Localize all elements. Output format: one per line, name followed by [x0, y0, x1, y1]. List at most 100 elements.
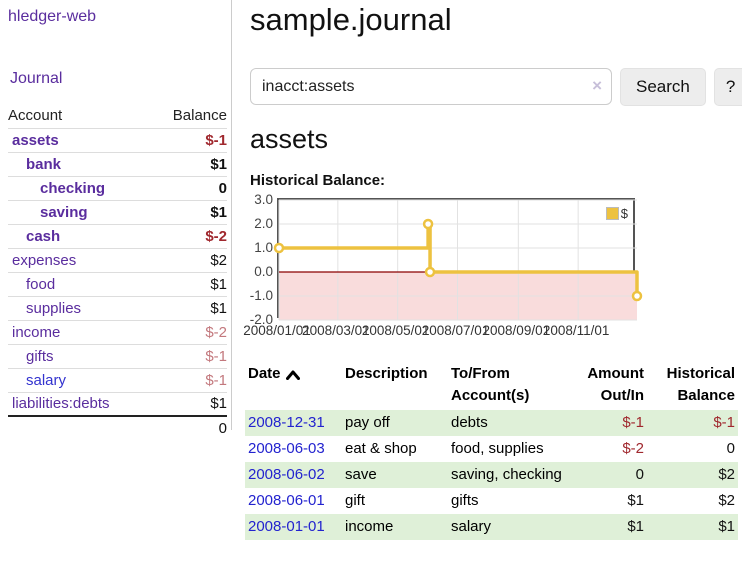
transactions-header-description: Description	[345, 365, 428, 382]
main-content: sample.journal × Search ? assets Histori…	[233, 0, 742, 582]
transaction-amount: $-2	[622, 440, 644, 457]
sort-ascending-icon	[285, 370, 300, 380]
sidebar-item-journal[interactable]: Journal	[10, 70, 63, 87]
transaction-row: 2008-12-31 pay off debts $-1 $-1	[245, 410, 738, 436]
account-balance: $2	[210, 251, 227, 269]
transaction-date[interactable]: 2008-06-02	[248, 466, 325, 483]
account-heading: assets	[250, 124, 329, 154]
transaction-balance: $-1	[713, 414, 735, 431]
chart-title: Historical Balance:	[250, 172, 386, 189]
transaction-amount: $1	[627, 518, 644, 535]
account-balance: $-1	[205, 371, 227, 389]
x-tick-label: 2008/09/01	[482, 323, 551, 338]
transaction-accounts: salary	[451, 518, 492, 535]
transaction-accounts: food, supplies	[451, 440, 544, 457]
transaction-description: save	[345, 466, 377, 483]
y-tick-label: 3.0	[254, 192, 273, 207]
transaction-balance: $2	[718, 466, 735, 483]
account-link[interactable]: liabilities:debts	[12, 395, 110, 413]
help-button[interactable]: ?	[713, 68, 742, 106]
account-row: saving $1	[8, 200, 227, 224]
clear-search-icon[interactable]: ×	[592, 76, 602, 95]
account-link[interactable]: assets	[12, 131, 59, 149]
transaction-accounts: debts	[451, 414, 488, 431]
transaction-amount: $1	[627, 492, 644, 509]
account-row: gifts $-1	[8, 344, 227, 368]
account-link[interactable]: expenses	[12, 251, 77, 269]
account-row: expenses $2	[8, 248, 227, 272]
transaction-date[interactable]: 2008-01-01	[248, 518, 325, 535]
account-link[interactable]: bank	[26, 155, 62, 173]
account-row: food $1	[8, 272, 227, 296]
transactions-header-amount: Amount Out/In	[587, 365, 644, 404]
chart-plot-area: $	[273, 198, 643, 321]
account-link[interactable]: salary	[26, 371, 67, 389]
y-tick-label: 2.0	[254, 216, 273, 231]
account-link[interactable]: checking	[40, 179, 106, 197]
chart-x-axis-labels: 2008/01/01 2008/03/01 2008/05/01 2008/07/01…	[243, 323, 635, 341]
x-tick-label: 2008/01/01	[243, 323, 311, 338]
search-button[interactable]: Search	[620, 68, 706, 106]
transaction-date[interactable]: 2008-06-03	[248, 440, 325, 457]
x-tick-label: 2008/07/01	[421, 323, 490, 338]
transaction-balance: $1	[718, 518, 735, 535]
transaction-row: 2008-06-02 save saving, checking 0 $2	[245, 462, 738, 488]
app-title: hledger-web	[8, 8, 226, 26]
accounts-header-balance: Balance	[172, 107, 227, 125]
app-title-link[interactable]: hledger-web	[8, 8, 97, 25]
transaction-date[interactable]: 2008-12-31	[248, 414, 325, 431]
account-link[interactable]: supplies	[26, 299, 82, 317]
legend-label: $	[620, 206, 628, 221]
account-link[interactable]: gifts	[26, 347, 54, 365]
y-tick-label: -1.0	[249, 288, 273, 303]
account-balance: $-2	[205, 323, 227, 341]
transaction-description: income	[345, 518, 394, 535]
account-balance: $1	[210, 275, 227, 293]
balance-chart-svg	[273, 199, 643, 321]
transaction-date-cell: 2008-12-31	[245, 410, 342, 436]
transaction-date-cell: 2008-06-02	[245, 462, 342, 488]
account-balance: $-2	[205, 227, 227, 245]
date-header-label: Date	[248, 365, 281, 382]
transactions-header-date[interactable]: Date	[245, 360, 342, 410]
sidebar: hledger-web Journal Account Balance asse…	[0, 0, 232, 437]
transaction-balance: 0	[726, 440, 735, 457]
account-balance: 0	[218, 179, 227, 197]
account-balance: $-1	[205, 131, 227, 149]
x-tick-label: 2008/11/01	[542, 323, 610, 338]
chart-y-axis-labels: 3.0 2.0 1.0 0.0 -1.0 -2.0	[245, 192, 273, 327]
chart-legend: $	[604, 206, 629, 221]
accounts-header-row: Account Balance	[8, 104, 227, 128]
transaction-row: 2008-06-03 eat & shop food, supplies $-2 0	[245, 436, 738, 462]
accounts-table: Account Balance assets $-1 bank $1 checking 0…	[8, 104, 227, 440]
account-link[interactable]: income	[12, 323, 61, 341]
transactions-header-row: Date Description To/From Account(s) Amou…	[245, 360, 738, 410]
transaction-balance: $2	[718, 492, 735, 509]
y-tick-label: 0.0	[254, 264, 273, 279]
transaction-date[interactable]: 2008-06-01	[248, 492, 325, 509]
page-title: sample.journal	[250, 2, 452, 37]
transactions-table: Date Description To/From Account(s) Amou…	[245, 360, 738, 540]
transactions-header-balance: Historical Balance	[666, 365, 735, 404]
search-box: ×	[250, 68, 612, 106]
accounts-table-body: assets $-1 bank $1 checking 0 saving $1 cash $-2 e…	[8, 128, 227, 416]
y-tick-label: 1.0	[254, 240, 273, 255]
account-link[interactable]: saving	[40, 203, 88, 221]
transaction-accounts: saving, checking	[451, 466, 562, 483]
account-link[interactable]: food	[26, 275, 56, 293]
transaction-description: eat & shop	[345, 440, 417, 457]
transaction-description: pay off	[345, 414, 390, 431]
search-input[interactable]	[250, 68, 612, 105]
transactions-table-body: 2008-12-31 pay off debts $-1 $-1 2008-06-03 ea…	[245, 410, 738, 540]
account-row: liabilities:debts $1	[8, 392, 227, 416]
account-link[interactable]: cash	[26, 227, 61, 245]
transaction-date-cell: 2008-06-01	[245, 488, 342, 514]
search-bar: × Search ?	[250, 68, 742, 106]
account-row: salary $-1	[8, 368, 227, 392]
transaction-row: 2008-06-01 gift gifts $1 $2	[245, 488, 738, 514]
account-balance: $1	[210, 395, 227, 413]
account-row: bank $1	[8, 152, 227, 176]
transactions-header-accounts: To/From Account(s)	[451, 365, 530, 404]
transaction-accounts: gifts	[451, 492, 479, 509]
x-tick-label: 2008/03/01	[302, 323, 370, 338]
